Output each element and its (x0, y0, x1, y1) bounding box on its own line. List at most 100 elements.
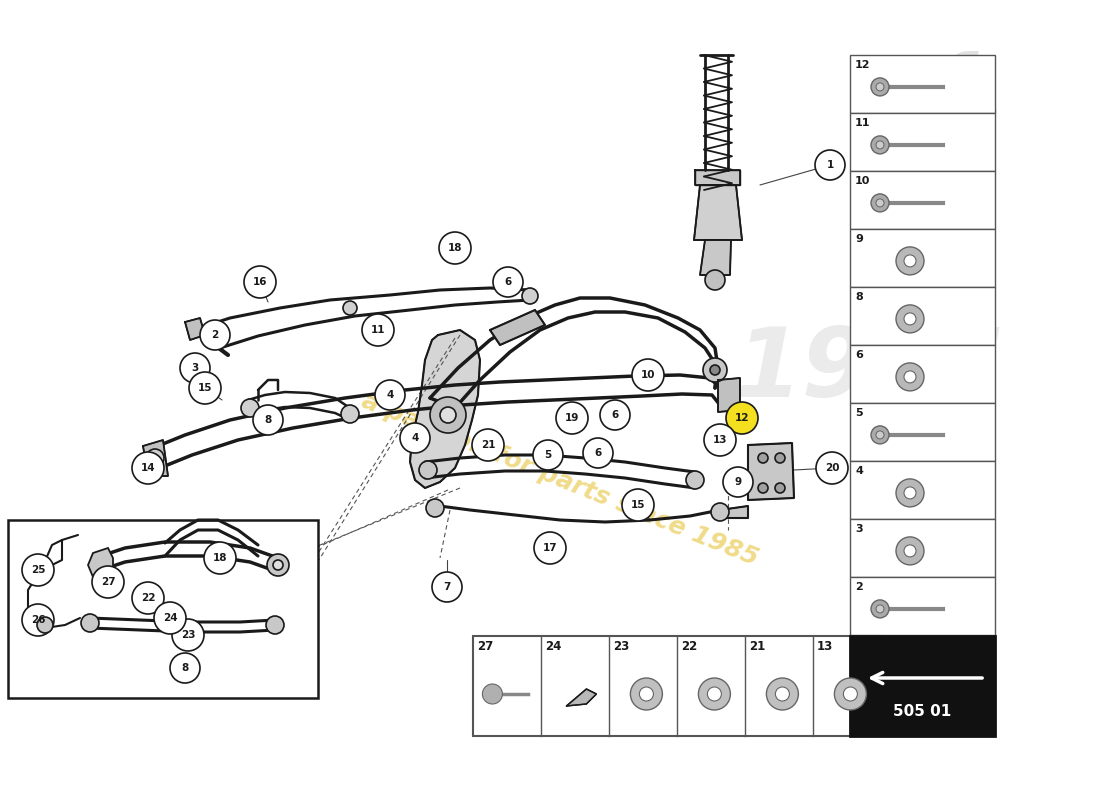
Bar (850, 461, 996, 519)
Text: 16: 16 (253, 277, 267, 287)
Circle shape (375, 380, 405, 410)
Circle shape (904, 371, 916, 383)
Polygon shape (410, 330, 480, 488)
Text: 8: 8 (182, 663, 188, 673)
Text: res: res (896, 97, 1000, 154)
Circle shape (146, 449, 164, 467)
Text: 13: 13 (817, 640, 834, 653)
Text: 11: 11 (371, 325, 385, 335)
Circle shape (472, 429, 504, 461)
Text: 18: 18 (448, 243, 462, 253)
Circle shape (483, 684, 503, 704)
Circle shape (556, 402, 588, 434)
Polygon shape (694, 185, 743, 240)
Polygon shape (566, 689, 596, 706)
Circle shape (871, 78, 889, 96)
Text: 6: 6 (612, 410, 618, 420)
Circle shape (723, 467, 754, 497)
Circle shape (896, 479, 924, 507)
Circle shape (362, 314, 394, 346)
Circle shape (534, 440, 563, 470)
Circle shape (419, 461, 437, 479)
Text: 13: 13 (713, 435, 727, 445)
Circle shape (273, 560, 283, 570)
Text: 8: 8 (264, 415, 272, 425)
Text: 15: 15 (630, 500, 646, 510)
Circle shape (835, 678, 867, 710)
Circle shape (758, 453, 768, 463)
Circle shape (180, 353, 210, 383)
Text: 11: 11 (855, 118, 870, 128)
Circle shape (710, 365, 720, 375)
Text: 8: 8 (855, 292, 862, 302)
Circle shape (896, 305, 924, 333)
Text: 27: 27 (101, 577, 116, 587)
Circle shape (154, 602, 186, 634)
Text: 3: 3 (855, 524, 862, 534)
Circle shape (266, 616, 284, 634)
Text: 1985: 1985 (735, 323, 1005, 417)
Circle shape (440, 407, 456, 423)
Text: 14: 14 (141, 463, 155, 473)
Polygon shape (695, 170, 740, 185)
Bar (8, 520, 318, 698)
Circle shape (426, 499, 444, 517)
Circle shape (204, 542, 236, 574)
Circle shape (189, 372, 221, 404)
Text: a passion for parts since 1985: a passion for parts since 1985 (359, 389, 762, 571)
Bar (850, 113, 996, 171)
Text: 23: 23 (613, 640, 629, 653)
Text: 15: 15 (198, 383, 212, 393)
Text: 24: 24 (544, 640, 561, 653)
Circle shape (871, 600, 889, 618)
Circle shape (132, 582, 164, 614)
Circle shape (132, 452, 164, 484)
Circle shape (904, 255, 916, 267)
Circle shape (92, 566, 124, 598)
Polygon shape (700, 240, 732, 275)
Circle shape (871, 194, 889, 212)
Circle shape (639, 687, 653, 701)
Circle shape (522, 288, 538, 304)
Circle shape (876, 83, 884, 91)
Circle shape (703, 358, 727, 382)
Text: 4: 4 (855, 466, 862, 476)
Polygon shape (720, 506, 748, 518)
Text: 2: 2 (855, 582, 862, 592)
Text: gf: gf (889, 50, 971, 120)
Circle shape (244, 266, 276, 298)
Text: 505 01: 505 01 (893, 703, 952, 718)
Circle shape (632, 359, 664, 391)
Circle shape (896, 247, 924, 275)
Circle shape (432, 572, 462, 602)
Circle shape (698, 678, 730, 710)
Text: 22: 22 (141, 593, 155, 603)
Bar (850, 519, 996, 577)
Circle shape (705, 270, 725, 290)
Circle shape (871, 136, 889, 154)
Circle shape (776, 453, 785, 463)
Text: 10: 10 (855, 176, 870, 186)
Polygon shape (88, 548, 113, 582)
Circle shape (341, 405, 359, 423)
Text: 22: 22 (681, 640, 697, 653)
Text: 3: 3 (191, 363, 199, 373)
Circle shape (200, 320, 230, 350)
Circle shape (534, 532, 566, 564)
Text: 27: 27 (477, 640, 493, 653)
Circle shape (844, 687, 857, 701)
Text: 7: 7 (443, 582, 451, 592)
Text: 9: 9 (855, 234, 862, 244)
Text: 21: 21 (481, 440, 495, 450)
Circle shape (621, 489, 654, 521)
Text: 25: 25 (31, 565, 45, 575)
Circle shape (343, 301, 358, 315)
Text: 24: 24 (163, 613, 177, 623)
Text: 26: 26 (31, 615, 45, 625)
Text: 4: 4 (411, 433, 419, 443)
Circle shape (22, 604, 54, 636)
Bar (850, 287, 996, 345)
Circle shape (583, 438, 613, 468)
Circle shape (876, 605, 884, 613)
Text: 19: 19 (564, 413, 580, 423)
